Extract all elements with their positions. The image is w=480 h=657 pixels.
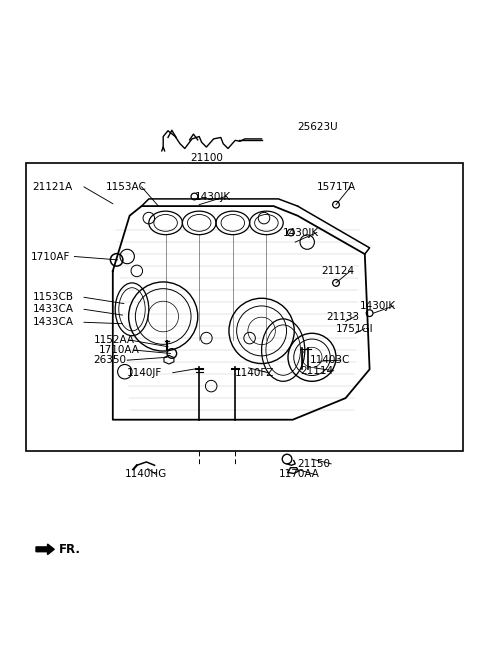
- Text: 1430JK: 1430JK: [283, 227, 319, 237]
- Text: 1153CB: 1153CB: [33, 292, 73, 302]
- Text: 26350: 26350: [94, 355, 127, 365]
- Text: 1433CA: 1433CA: [33, 317, 73, 327]
- Text: 1571TA: 1571TA: [317, 182, 356, 192]
- Text: 1433CA: 1433CA: [33, 304, 73, 314]
- Text: 1751GI: 1751GI: [336, 323, 373, 334]
- Text: 1710AF: 1710AF: [31, 252, 71, 261]
- Bar: [26, 163, 463, 451]
- FancyArrow shape: [36, 544, 54, 555]
- Text: 21124: 21124: [322, 266, 355, 276]
- Text: 21100: 21100: [190, 153, 223, 163]
- Text: 1152AA: 1152AA: [94, 335, 134, 345]
- Text: 1710AA: 1710AA: [98, 345, 139, 355]
- Text: 1140JF: 1140JF: [127, 368, 162, 378]
- Text: 25623U: 25623U: [298, 122, 338, 132]
- Text: 21121A: 21121A: [33, 182, 73, 192]
- Text: FR.: FR.: [59, 543, 81, 556]
- Text: 1140FZ: 1140FZ: [235, 368, 275, 378]
- Text: 11403C: 11403C: [310, 355, 350, 365]
- Text: 21114: 21114: [300, 366, 333, 376]
- Text: 1430JK: 1430JK: [360, 301, 396, 311]
- Text: 1153AC: 1153AC: [106, 182, 146, 192]
- Text: 21150: 21150: [298, 459, 331, 469]
- Text: 1430JK: 1430JK: [194, 191, 230, 202]
- Text: 1140HG: 1140HG: [125, 469, 167, 480]
- Text: 21133: 21133: [326, 311, 360, 321]
- Text: 1170AA: 1170AA: [278, 469, 319, 480]
